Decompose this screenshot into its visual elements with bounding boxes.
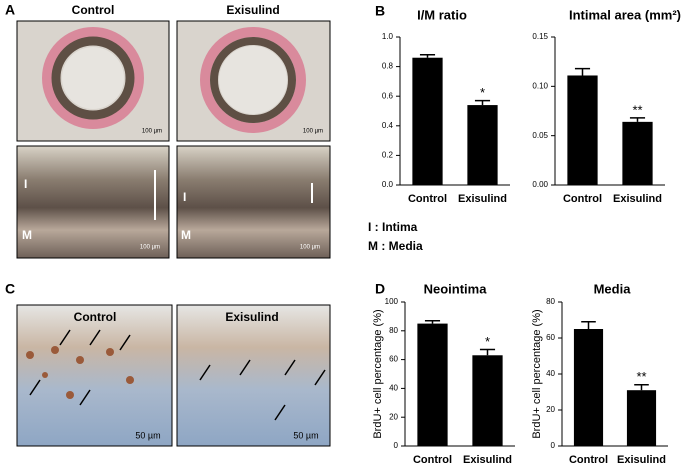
column-label: Control <box>74 310 117 324</box>
x-tick-label: Control <box>569 454 608 466</box>
layer-label: M <box>181 228 191 242</box>
bar <box>417 323 448 446</box>
x-tick-label: Control <box>408 193 447 205</box>
x-tick-label: Exisulind <box>463 454 512 466</box>
bar <box>573 329 604 446</box>
error-bar <box>629 117 646 122</box>
chart-title: Media <box>594 281 632 296</box>
x-tick-label: Exisulind <box>617 454 666 466</box>
x-tick-label: Exisulind <box>458 193 507 205</box>
error-bar <box>574 67 591 76</box>
scale-label: 100 µm <box>303 129 323 135</box>
y-tick-label: 0.05 <box>532 131 548 140</box>
vessel-lumen <box>62 47 124 109</box>
y-tick-label: 0 <box>551 441 556 450</box>
layer-label: I <box>24 177 27 191</box>
y-tick-label: 40 <box>389 384 398 393</box>
scale-label: 100 µm <box>300 245 320 251</box>
significance-label: ** <box>636 369 646 384</box>
y-tick-label: 0.0 <box>382 180 394 189</box>
chart-title: Intimal area (mm²) <box>569 7 681 22</box>
chart-title: I/M ratio <box>417 7 467 22</box>
x-tick-label: Control <box>413 454 452 466</box>
vessel-ring <box>42 27 144 129</box>
error-bar <box>419 54 436 58</box>
y-tick-label: 0.10 <box>532 81 548 90</box>
panel-label: D <box>375 281 385 297</box>
y-tick-label: 0.8 <box>382 62 394 71</box>
column-label: Exisulind <box>226 3 279 17</box>
bar <box>472 355 503 446</box>
micrograph-group <box>16 20 331 259</box>
legend-text: M : Media <box>368 239 423 253</box>
bar <box>467 105 498 185</box>
y-tick-label: 40 <box>546 369 555 378</box>
arrows <box>29 329 326 421</box>
x-tick-label: Exisulind <box>613 193 662 205</box>
scale-label: 50 µm <box>293 430 318 440</box>
vessel-ring <box>200 27 306 133</box>
y-tick-label: 100 <box>385 297 399 306</box>
y-axis-label: BrdU+ cell percentage (%) <box>372 309 384 438</box>
significance-label: * <box>485 334 490 349</box>
scale-label: 50 µm <box>135 430 160 440</box>
error-bar <box>634 384 649 391</box>
y-tick-label: 0.15 <box>532 32 548 41</box>
bar <box>412 57 443 185</box>
significance-label: * <box>480 85 485 100</box>
chart-title: Neointima <box>424 281 488 296</box>
significance-label: ** <box>632 102 642 117</box>
y-tick-label: 20 <box>389 412 398 421</box>
y-tick-label: 80 <box>546 297 555 306</box>
bar <box>622 121 653 185</box>
column-label: Exisulind <box>225 310 278 324</box>
y-tick-label: 60 <box>546 333 555 342</box>
y-tick-label: 0.2 <box>382 151 394 160</box>
micrograph <box>176 145 331 259</box>
layer-label: M <box>22 228 32 242</box>
y-tick-label: 60 <box>389 355 398 364</box>
micrograph <box>16 145 170 259</box>
y-tick-label: 80 <box>389 326 398 335</box>
vessel-ring <box>51 36 135 120</box>
micrograph <box>16 304 173 447</box>
y-axis-label: BrdU+ cell percentage (%) <box>531 309 543 438</box>
column-label: Control <box>72 3 115 17</box>
bar <box>626 390 657 446</box>
error-bar <box>424 319 441 324</box>
y-tick-label: 20 <box>546 405 555 414</box>
y-tick-label: 0.00 <box>532 180 548 189</box>
legend-text: I : Intima <box>368 220 418 234</box>
bar <box>567 75 598 185</box>
scale-label: 100 µm <box>140 245 160 251</box>
panel-label: A <box>5 2 15 18</box>
y-tick-label: 1.0 <box>382 32 394 41</box>
micrograph-group <box>16 304 331 447</box>
panel-label: B <box>375 3 385 19</box>
error-bar <box>474 99 491 106</box>
cell-nuclei <box>26 346 134 399</box>
y-tick-label: 0.6 <box>382 91 394 100</box>
micrograph <box>176 304 331 447</box>
y-tick-label: 0.4 <box>382 121 394 130</box>
y-tick-label: 0 <box>394 441 399 450</box>
error-bar <box>581 321 596 329</box>
vessel-ring <box>210 37 296 123</box>
scale-label: 100 µm <box>142 129 162 135</box>
error-bar <box>479 348 496 356</box>
x-tick-label: Control <box>563 193 602 205</box>
vessel-lumen <box>219 46 287 114</box>
panel-label: C <box>5 281 15 297</box>
layer-label: I <box>183 190 186 204</box>
